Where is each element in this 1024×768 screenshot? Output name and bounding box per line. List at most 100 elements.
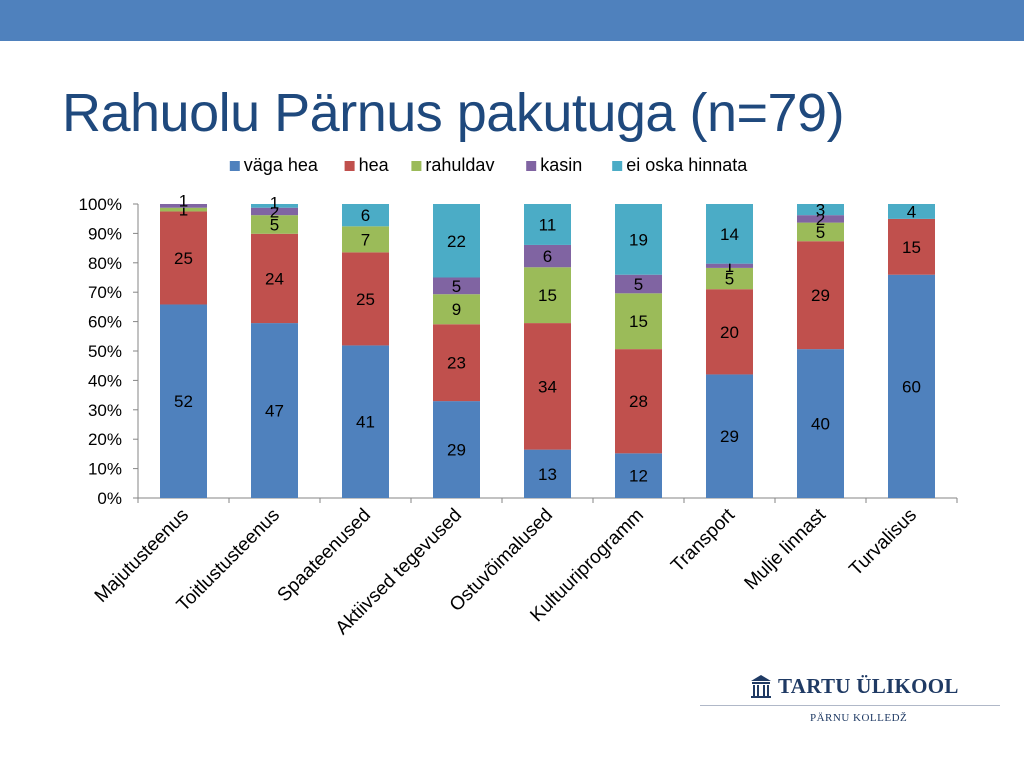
bar-segment (433, 204, 480, 278)
category-label: Turvalisus (845, 505, 921, 581)
logo-divider (700, 705, 1000, 706)
bar-segment (251, 207, 298, 216)
data-label: 22 (447, 232, 466, 251)
y-tick-label: 80% (88, 254, 122, 273)
bar-segment (615, 204, 662, 275)
top-accent-bar (0, 0, 1024, 41)
bar-segment (888, 218, 935, 275)
stacked-bar-chart: 0%10%20%30%40%50%60%70%80%90%100%522511M… (79, 155, 958, 639)
bar-segment (342, 345, 389, 498)
bar-segment (433, 401, 480, 498)
data-label: 1 (270, 193, 279, 212)
bar-segment (160, 207, 207, 212)
y-tick-label: 90% (88, 224, 122, 243)
data-label: 6 (361, 206, 370, 225)
data-label: 11 (539, 215, 557, 234)
bar-segment (706, 374, 753, 498)
y-tick-label: 10% (88, 460, 122, 479)
bar-segment (615, 453, 662, 498)
bar-segment (615, 349, 662, 454)
y-tick-label: 100% (79, 195, 122, 214)
legend-label: rahuldav (425, 155, 494, 175)
data-label: 1 (725, 257, 734, 276)
data-label: 5 (725, 270, 734, 289)
bar-segment (433, 324, 480, 402)
category-label: Mulje linnast (741, 504, 831, 594)
data-label: 25 (174, 249, 193, 268)
legend-label: väga hea (244, 155, 319, 175)
bar-segment (797, 222, 844, 242)
data-label: 24 (265, 269, 284, 288)
university-logo: TARTU ÜLIKOOL PÄRNU KOLLEDŽ (700, 672, 1000, 732)
data-label: 15 (538, 286, 557, 305)
data-label: 23 (447, 354, 466, 373)
bar-segment (524, 244, 571, 268)
legend-swatch (612, 161, 623, 171)
data-label: 60 (902, 377, 921, 396)
y-tick-label: 70% (88, 283, 122, 302)
data-label: 28 (629, 392, 648, 411)
data-label: 1 (179, 192, 188, 211)
bar-segment (251, 204, 298, 208)
data-label: 3 (816, 201, 825, 220)
bar-segment (524, 204, 571, 245)
bar-segment (888, 274, 935, 498)
bar-segment (160, 304, 207, 498)
data-label: 12 (629, 467, 648, 486)
data-label: 52 (174, 392, 193, 411)
category-label: Majutusteenus (91, 505, 193, 607)
bar-segment (433, 277, 480, 295)
legend-swatch (229, 161, 240, 171)
logo-college-name: PÄRNU KOLLEDŽ (810, 712, 908, 724)
data-label: 2 (270, 202, 279, 221)
data-label: 5 (816, 223, 825, 242)
data-label: 40 (811, 415, 830, 434)
bar-segment (888, 204, 935, 219)
data-label: 41 (356, 413, 375, 432)
legend-label: ei oska hinnata (626, 155, 748, 175)
data-label: 5 (634, 275, 643, 294)
bar-segment (797, 241, 844, 350)
bar-segment (342, 252, 389, 346)
data-label: 19 (629, 230, 648, 249)
data-label: 15 (902, 238, 921, 257)
data-label: 9 (452, 300, 461, 319)
data-label: 47 (265, 402, 284, 421)
bar-segment (342, 226, 389, 253)
bar-segment (706, 289, 753, 375)
bar-segment (251, 215, 298, 234)
bar-segment (706, 267, 753, 290)
category-label: Spaateenused (274, 505, 376, 607)
data-label: 25 (356, 290, 375, 309)
logo-university-name: TARTU ÜLIKOOL (778, 674, 959, 698)
slide-title: Rahuolu Pärnus pakutuga (n=79) (62, 83, 845, 143)
data-label: 2 (816, 210, 825, 229)
bar-segment (797, 204, 844, 216)
bar-segment (615, 274, 662, 294)
y-tick-label: 50% (88, 342, 122, 361)
bar-segment (706, 263, 753, 268)
data-label: 7 (361, 230, 370, 249)
data-label: 34 (538, 377, 557, 396)
bar-segment (251, 233, 298, 324)
bar-segment (433, 294, 480, 325)
bar-segment (706, 204, 753, 264)
data-label: 6 (543, 247, 552, 266)
data-label: 4 (907, 202, 916, 221)
data-label: 5 (270, 215, 279, 234)
y-tick-label: 60% (88, 313, 122, 332)
bar-segment (797, 215, 844, 223)
bar-segment (524, 449, 571, 498)
data-label: 13 (538, 465, 557, 484)
legend-label: hea (359, 155, 390, 175)
data-label: 29 (720, 427, 739, 446)
bar-segment (160, 211, 207, 305)
category-label: Transport (667, 504, 739, 576)
data-label: 1 (179, 201, 188, 220)
data-label: 20 (720, 323, 739, 342)
legend-label: kasin (540, 155, 582, 175)
data-label: 29 (811, 286, 830, 305)
y-tick-label: 30% (88, 401, 122, 420)
bar-segment (251, 323, 298, 498)
data-label: 15 (629, 312, 648, 331)
